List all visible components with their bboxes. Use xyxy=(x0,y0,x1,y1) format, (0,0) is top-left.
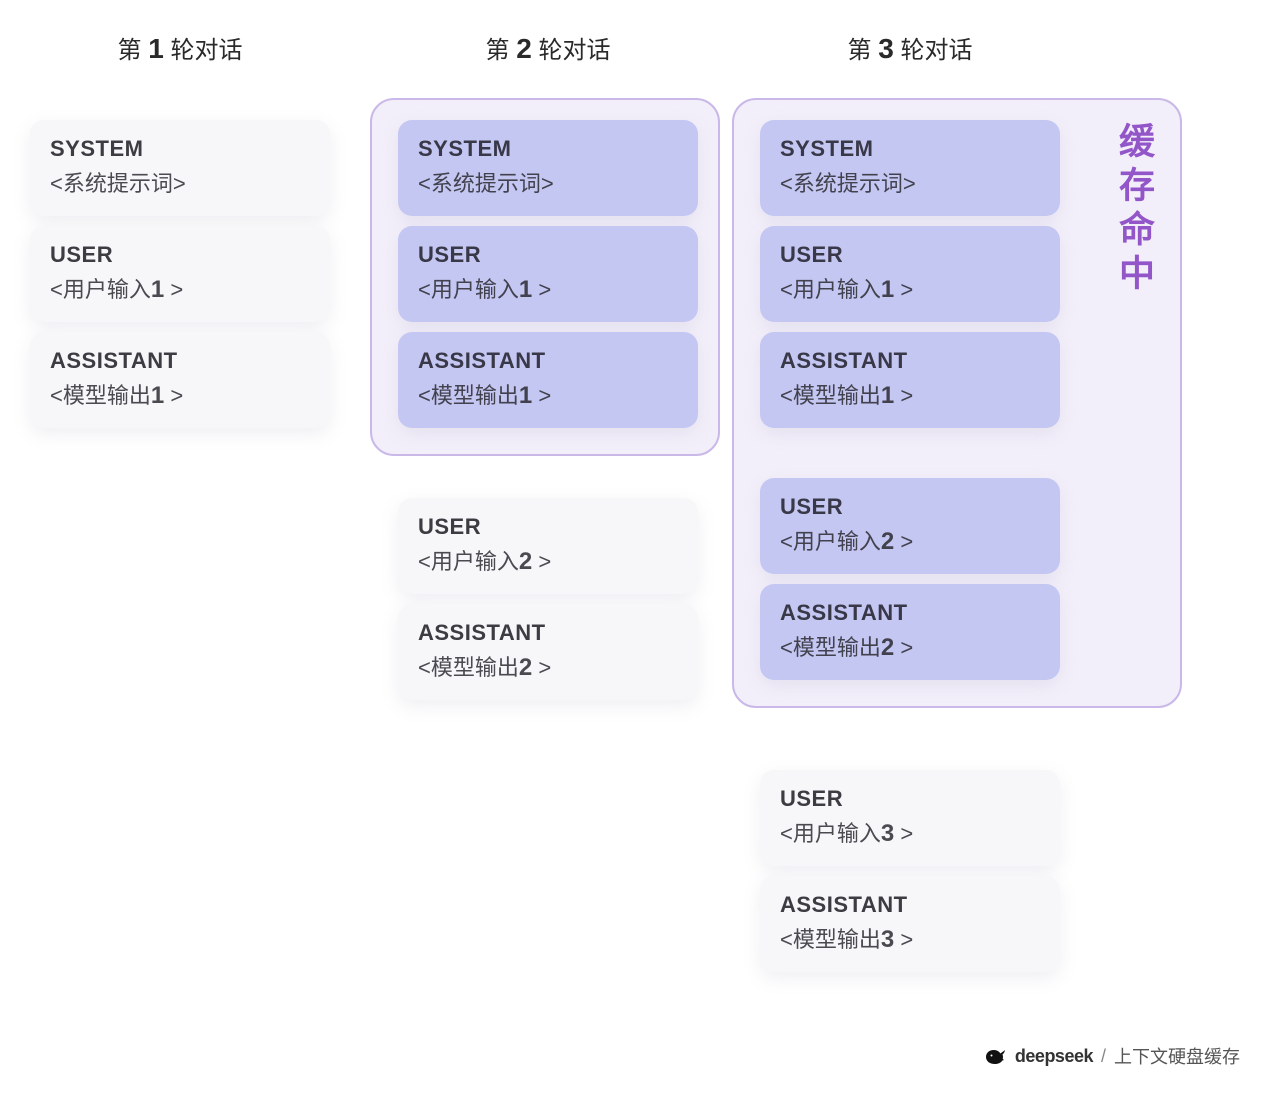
role-label: SYSTEM xyxy=(50,136,310,162)
content-text: <模型输出1 > xyxy=(418,378,678,410)
content-text: <模型输出2 > xyxy=(418,650,678,682)
card-col3-system: SYSTEM <系统提示词> xyxy=(760,120,1060,216)
content-text: <模型输出1 > xyxy=(780,378,1040,410)
content-text: <用户输入3 > xyxy=(780,816,1040,848)
card-col1-system: SYSTEM <系统提示词> xyxy=(30,120,330,216)
diagram-stage: 第 1 轮对话 第 2 轮对话 第 3 轮对话 SYSTEM <系统提示词> U… xyxy=(0,0,1280,1093)
card-col2-user-1: USER <用户输入1 > xyxy=(398,226,698,322)
column-header-2: 第 2 轮对话 xyxy=(398,30,698,65)
card-col2-assistant-2: ASSISTANT <模型输出2 > xyxy=(398,604,698,700)
header-suffix: 轮对话 xyxy=(164,37,243,64)
header-num-3: 3 xyxy=(878,33,894,64)
content-text: <系统提示词> xyxy=(780,166,1040,198)
footer-separator: / xyxy=(1101,1046,1106,1067)
card-col1-user-1: USER <用户输入1 > xyxy=(30,226,330,322)
card-col2-assistant-1: ASSISTANT <模型输出1 > xyxy=(398,332,698,428)
role-label: ASSISTANT xyxy=(780,892,1040,918)
card-col3-user-3: USER <用户输入3 > xyxy=(760,770,1060,866)
content-text: <系统提示词> xyxy=(418,166,678,198)
header-suffix: 轮对话 xyxy=(532,37,611,64)
card-col3-assistant-1: ASSISTANT <模型输出1 > xyxy=(760,332,1060,428)
content-text: <模型输出3 > xyxy=(780,922,1040,954)
card-col2-user-2: USER <用户输入2 > xyxy=(398,498,698,594)
content-text: <用户输入1 > xyxy=(780,272,1040,304)
footer: deepseek / 上下文硬盘缓存 xyxy=(983,1043,1240,1069)
role-label: SYSTEM xyxy=(418,136,678,162)
role-label: ASSISTANT xyxy=(780,348,1040,374)
content-text: <用户输入2 > xyxy=(418,544,678,576)
header-prefix: 第 xyxy=(118,37,149,64)
role-label: SYSTEM xyxy=(780,136,1040,162)
header-prefix: 第 xyxy=(848,37,879,64)
card-col3-assistant-3: ASSISTANT <模型输出3 > xyxy=(760,876,1060,972)
content-text: <系统提示词> xyxy=(50,166,310,198)
role-label: USER xyxy=(780,786,1040,812)
role-label: USER xyxy=(418,242,678,268)
header-num-1: 1 xyxy=(148,33,164,64)
content-text: <用户输入2 > xyxy=(780,524,1040,556)
role-label: ASSISTANT xyxy=(418,620,678,646)
content-text: <模型输出1 > xyxy=(50,378,310,410)
content-text: <模型输出2 > xyxy=(780,630,1040,662)
role-label: USER xyxy=(418,514,678,540)
card-col1-assistant-1: ASSISTANT <模型输出1 > xyxy=(30,332,330,428)
footer-caption: 上下文硬盘缓存 xyxy=(1114,1043,1240,1069)
whale-icon xyxy=(983,1044,1007,1068)
column-header-1: 第 1 轮对话 xyxy=(30,30,330,65)
role-label: ASSISTANT xyxy=(418,348,678,374)
role-label: USER xyxy=(50,242,310,268)
cache-hit-label: 缓存命中 xyxy=(1108,122,1160,298)
header-prefix: 第 xyxy=(486,37,517,64)
role-label: ASSISTANT xyxy=(780,600,1040,626)
header-suffix: 轮对话 xyxy=(894,37,973,64)
role-label: ASSISTANT xyxy=(50,348,310,374)
card-col2-system: SYSTEM <系统提示词> xyxy=(398,120,698,216)
header-num-2: 2 xyxy=(516,33,532,64)
card-col3-assistant-2: ASSISTANT <模型输出2 > xyxy=(760,584,1060,680)
role-label: USER xyxy=(780,242,1040,268)
role-label: USER xyxy=(780,494,1040,520)
column-header-3: 第 3 轮对话 xyxy=(760,30,1060,65)
card-col3-user-2: USER <用户输入2 > xyxy=(760,478,1060,574)
content-text: <用户输入1 > xyxy=(418,272,678,304)
card-col3-user-1: USER <用户输入1 > xyxy=(760,226,1060,322)
content-text: <用户输入1 > xyxy=(50,272,310,304)
footer-brand: deepseek xyxy=(1015,1046,1093,1067)
